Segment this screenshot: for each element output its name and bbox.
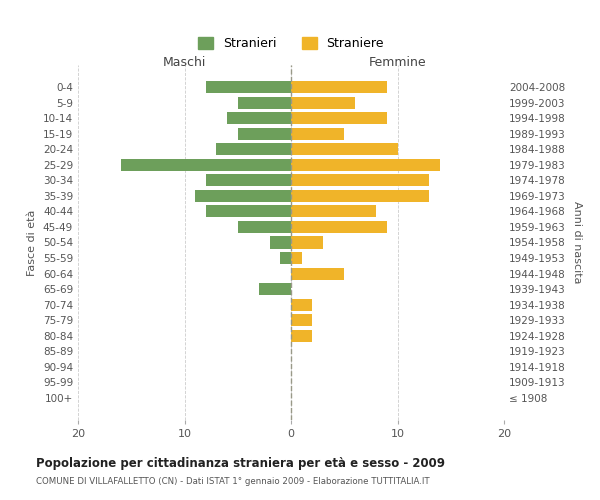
- Bar: [291, 96, 355, 109]
- Text: Femmine: Femmine: [368, 56, 427, 68]
- Bar: [291, 112, 387, 124]
- Y-axis label: Anni di nascita: Anni di nascita: [572, 201, 582, 284]
- Bar: [291, 190, 430, 202]
- Bar: [280, 252, 291, 264]
- Legend: Stranieri, Straniere: Stranieri, Straniere: [193, 32, 389, 55]
- Y-axis label: Fasce di età: Fasce di età: [28, 210, 37, 276]
- Bar: [270, 236, 291, 248]
- Bar: [206, 174, 291, 186]
- Bar: [238, 221, 291, 233]
- Bar: [291, 128, 344, 140]
- Bar: [291, 330, 313, 342]
- Bar: [291, 252, 302, 264]
- Bar: [291, 314, 313, 326]
- Bar: [227, 112, 291, 124]
- Bar: [259, 283, 291, 295]
- Bar: [291, 268, 344, 280]
- Bar: [217, 144, 291, 156]
- Bar: [291, 298, 313, 310]
- Text: Maschi: Maschi: [163, 56, 206, 68]
- Bar: [291, 206, 376, 218]
- Bar: [291, 144, 398, 156]
- Text: Popolazione per cittadinanza straniera per età e sesso - 2009: Popolazione per cittadinanza straniera p…: [36, 458, 445, 470]
- Bar: [206, 206, 291, 218]
- Text: COMUNE DI VILLAFALLETTO (CN) - Dati ISTAT 1° gennaio 2009 - Elaborazione TUTTITA: COMUNE DI VILLAFALLETTO (CN) - Dati ISTA…: [36, 478, 430, 486]
- Bar: [195, 190, 291, 202]
- Bar: [238, 128, 291, 140]
- Bar: [291, 174, 430, 186]
- Bar: [238, 96, 291, 109]
- Bar: [291, 81, 387, 94]
- Bar: [291, 236, 323, 248]
- Bar: [206, 81, 291, 94]
- Bar: [291, 159, 440, 171]
- Bar: [121, 159, 291, 171]
- Bar: [291, 221, 387, 233]
